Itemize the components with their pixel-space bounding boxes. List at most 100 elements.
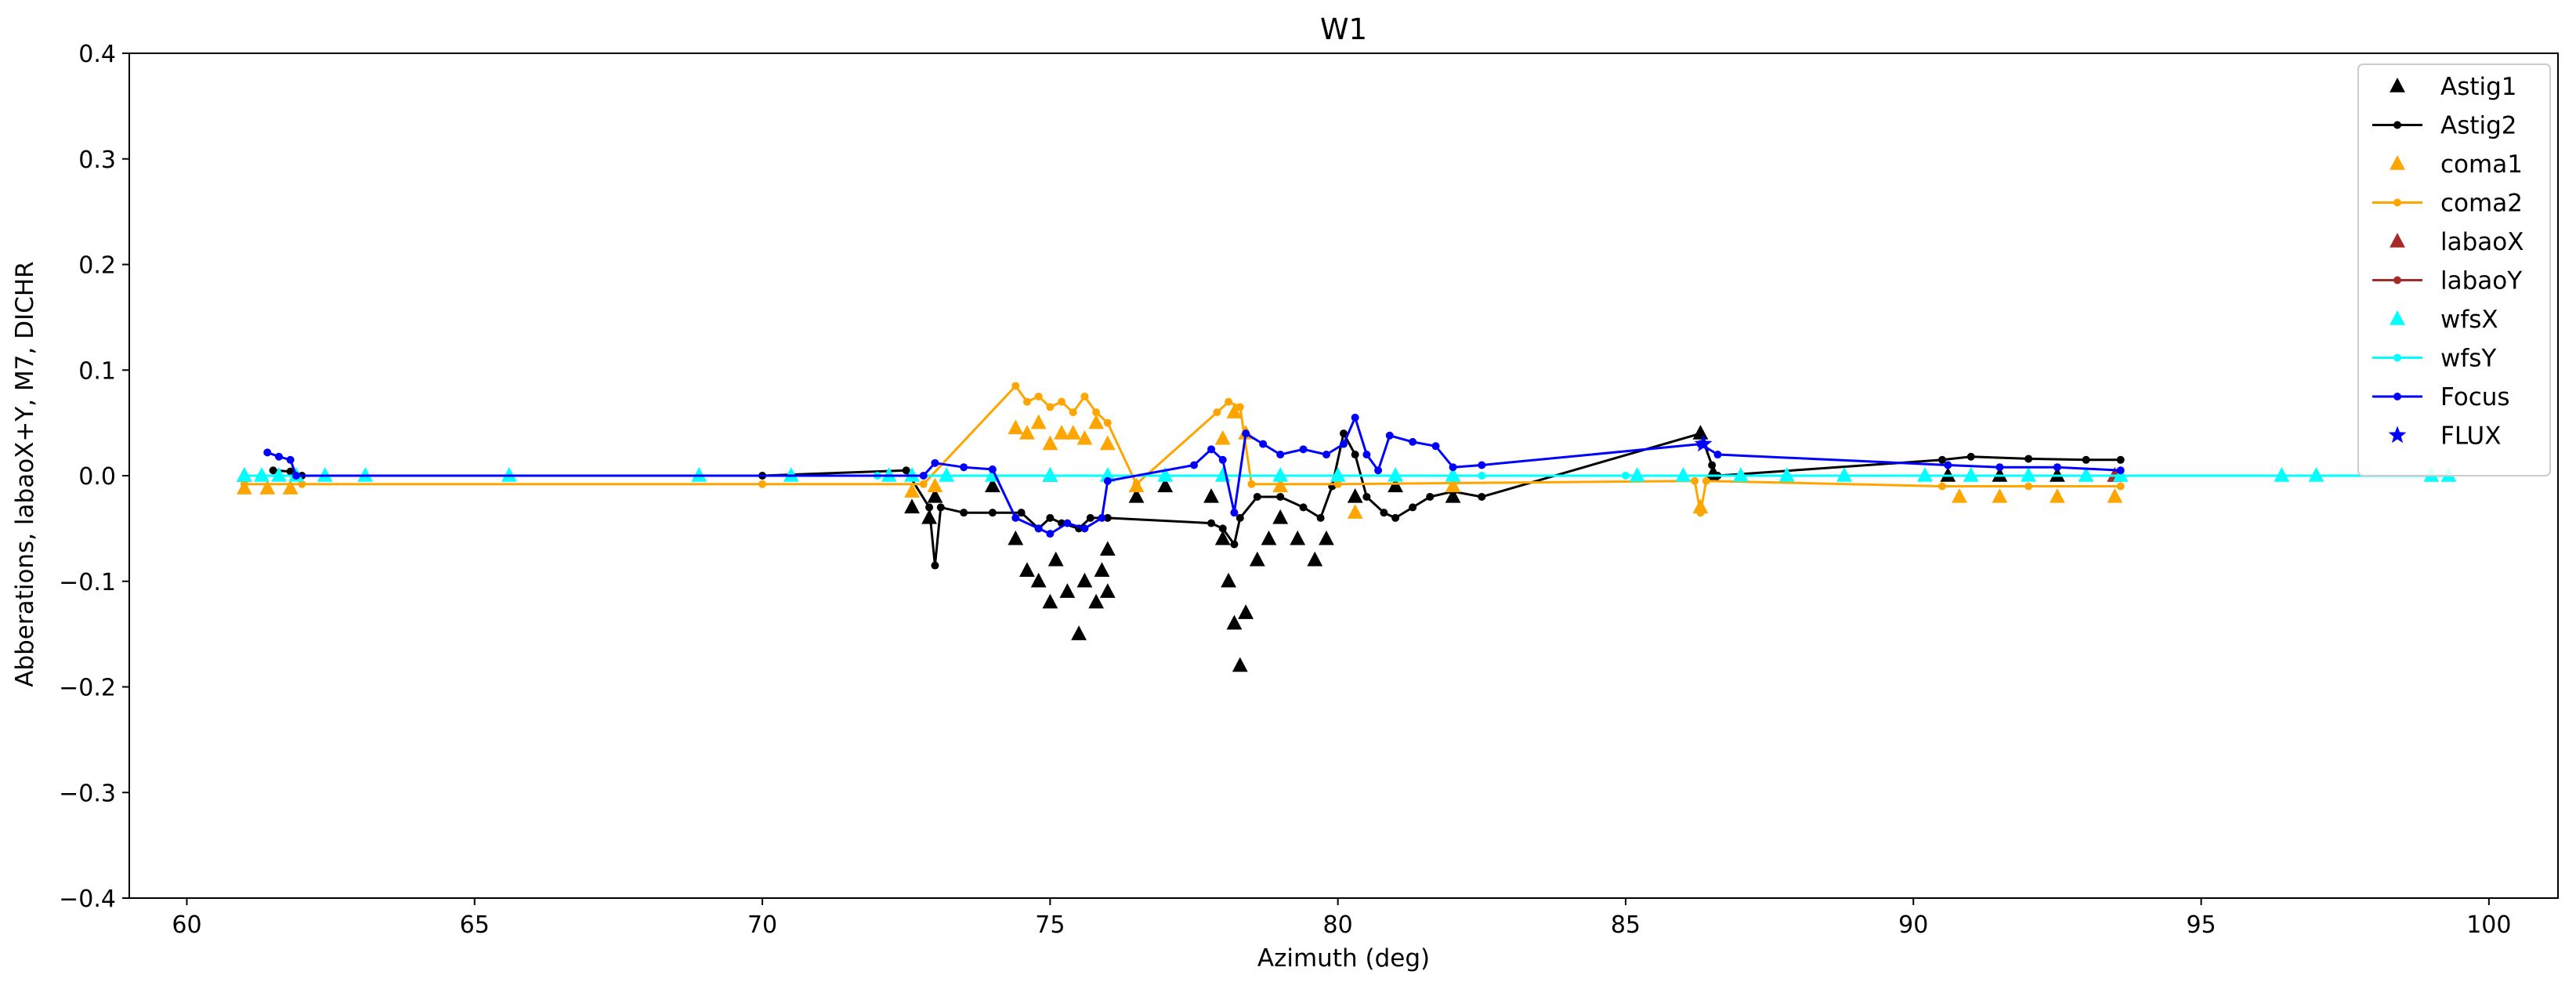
data-point-focus (1374, 466, 1383, 475)
data-point-focus (1322, 451, 1330, 459)
data-point-coma1 (259, 480, 276, 494)
data-point-astig2 (1299, 503, 1308, 512)
data-point-focus (1276, 451, 1285, 459)
legend-item-coma2: coma2 (2372, 190, 2523, 218)
data-point-astig1 (1221, 572, 1236, 588)
data-point-astig1 (1094, 562, 1110, 577)
data-point-coma2 (1236, 403, 1244, 411)
data-point-coma2 (2116, 482, 2125, 491)
data-point-focus (1385, 431, 1394, 440)
y-tick-label: −0.3 (59, 780, 116, 807)
data-point-coma1 (2050, 487, 2065, 503)
series-coma2 (240, 382, 2125, 517)
data-point-coma2 (1046, 403, 1055, 411)
data-point-astig2 (269, 466, 277, 475)
data-point-astig2 (1218, 524, 1227, 533)
legend-label: coma2 (2440, 190, 2523, 218)
data-point-wfsy (240, 472, 248, 480)
data-point-wfsx (881, 467, 897, 482)
data-point-focus (1431, 442, 1440, 451)
data-point-astig1 (1099, 583, 1116, 598)
data-point-coma2 (1247, 480, 1256, 488)
data-point-coma1 (1952, 487, 1967, 503)
legend: Astig1 Astig2 coma1 coma2 labaoX labaoY wfsX wf… (2357, 63, 2551, 476)
x-axis-label: Azimuth (deg) (1257, 944, 1430, 973)
x-tick-label: 75 (1035, 911, 1065, 939)
data-point-coma1 (1076, 429, 1093, 445)
series-wfsx (237, 467, 2457, 482)
data-point-focus (1218, 455, 1227, 464)
data-point-astig1 (1445, 487, 1461, 503)
data-point-coma1 (927, 477, 943, 493)
legend-marker (2393, 393, 2401, 400)
data-point-wfsx (1629, 467, 1645, 482)
data-point-focus (1207, 445, 1216, 454)
data-point-coma2 (1696, 509, 1705, 517)
data-point-astig2 (1316, 513, 1325, 522)
legend-label: wfsX (2440, 306, 2498, 334)
data-point-astig2 (1046, 513, 1055, 522)
data-point-astig2 (286, 467, 295, 476)
data-point-coma2 (1213, 408, 1221, 417)
data-point-focus (1230, 509, 1239, 517)
chart-title: W1 (1320, 13, 1367, 46)
data-point-coma2 (2024, 482, 2033, 491)
data-point-astig1 (1272, 509, 1289, 524)
data-point-astig1 (1203, 487, 1219, 503)
data-point-coma2 (1103, 418, 1112, 427)
data-point-astig1 (1238, 604, 1254, 619)
y-tick-label: 0.1 (78, 357, 116, 385)
data-point-focus (263, 448, 272, 457)
data-point-wfsx (1099, 467, 1116, 482)
data-point-wfsy (1478, 472, 1486, 480)
x-tick-label: 70 (747, 911, 777, 939)
data-point-coma2 (1333, 480, 1342, 488)
data-point-astig2 (988, 509, 997, 517)
data-point-wfsx (501, 467, 517, 482)
data-point-wfsx (691, 467, 707, 482)
data-point-astig2 (1276, 492, 1285, 501)
data-point-focus (1063, 519, 1072, 527)
x-tick-label: 90 (1898, 911, 1928, 939)
data-point-coma2 (1011, 382, 1020, 390)
data-point-astig1 (1157, 477, 1174, 493)
data-point-astig1 (1071, 625, 1087, 640)
data-point-astig1 (1387, 477, 1404, 493)
data-point-astig2 (1696, 429, 1705, 438)
data-point-coma2 (758, 480, 767, 488)
legend-label: labaoY (2440, 267, 2522, 295)
data-point-focus (1242, 429, 1250, 438)
data-point-astig2 (1409, 503, 1417, 512)
data-point-coma1 (1445, 477, 1461, 493)
x-tick-label: 95 (2186, 911, 2216, 939)
data-point-coma1 (1065, 425, 1081, 440)
legend-label: Astig2 (2440, 112, 2517, 140)
data-point-wfsx (357, 467, 374, 482)
data-point-wfsx (1732, 467, 1749, 482)
data-point-coma1 (1030, 414, 1047, 429)
data-point-coma2 (919, 480, 928, 488)
data-point-wfsx (1387, 467, 1404, 482)
legend-marker (2390, 155, 2405, 170)
data-point-astig2 (1103, 513, 1112, 522)
data-point-wfsx (1445, 467, 1461, 482)
legend-marker (2393, 198, 2401, 207)
plot-area (237, 382, 2457, 672)
data-point-astig2 (1937, 455, 1946, 464)
data-point-astig2 (925, 503, 934, 512)
legend-item-astig2: Astig2 (2372, 112, 2517, 140)
data-point-coma2 (1034, 392, 1043, 400)
data-point-coma1 (1088, 414, 1105, 429)
data-point-focus (1259, 440, 1268, 448)
x-tick-label: 65 (460, 911, 490, 939)
x-tick-label: 100 (2466, 911, 2511, 939)
x-tick-label: 85 (1611, 911, 1641, 939)
data-point-astig2 (902, 466, 910, 475)
data-point-coma1 (1347, 504, 1363, 519)
y-tick-label: 0.0 (78, 463, 116, 491)
data-point-focus (2053, 463, 2061, 472)
data-point-astig2 (1207, 519, 1216, 527)
legend-marker (2390, 78, 2405, 92)
y-tick-label: −0.2 (59, 675, 116, 702)
